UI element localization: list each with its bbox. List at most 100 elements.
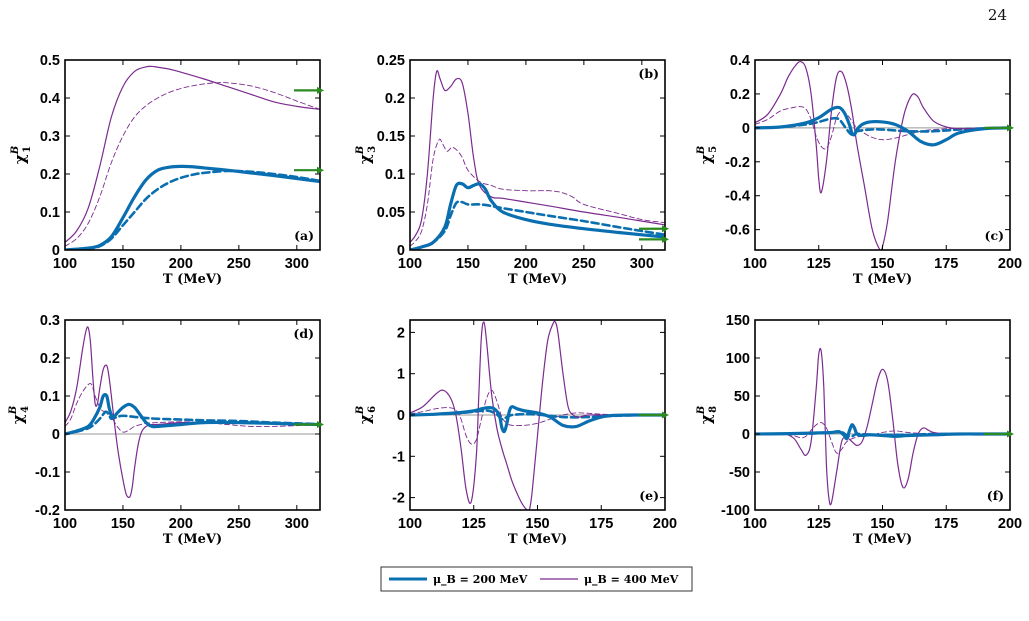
- x-tick-label: 200: [514, 256, 538, 272]
- x-tick-label: 250: [572, 256, 596, 272]
- panel-b: 100 150 200 250 300 0 0.05 0.1 0.15 0.2 0.25 T (MeV…: [355, 53, 669, 287]
- x-tick-label: 150: [456, 256, 480, 272]
- series-line-purple-solid: [65, 326, 320, 499]
- panel-label: (d): [293, 326, 314, 341]
- x-axis-title: T (MeV): [508, 532, 567, 547]
- y-tick-label: 2: [397, 325, 405, 341]
- y-tick-label: 0.4: [40, 91, 60, 107]
- x-tick-label: 150: [870, 516, 894, 532]
- plot-frame: [754, 319, 1011, 511]
- x-tick-label: 100: [53, 256, 77, 272]
- y-axis-title: χB4: [8, 406, 31, 424]
- y-axis-title: χB8: [696, 406, 719, 424]
- x-tick-label: 125: [462, 516, 486, 532]
- x-tick-label: 150: [870, 256, 894, 272]
- legend-label-200: μ_B = 200 MeV: [433, 573, 528, 587]
- y-tick-label: 150: [726, 313, 750, 329]
- y-axis-title: χB1: [10, 146, 33, 164]
- y-axis-title: χB5: [696, 146, 719, 164]
- series-line-purple-dashed: [410, 389, 665, 445]
- x-axis-title: T (MeV): [163, 532, 222, 547]
- x-tick-label: 175: [934, 516, 958, 532]
- y-tick-label: -50: [729, 465, 750, 481]
- panel-e: 100 125 150 175 200 -2 -1 0 1 2 T (MeV) χB6 (e): [355, 319, 677, 547]
- y-tick-label: -0.2: [725, 155, 750, 171]
- y-axis-title: χB6: [355, 406, 378, 424]
- y-tick-label: 0.1: [385, 167, 405, 183]
- panel-c: 100 125 150 175 200 -0.6 -0.4 -0.2 0 0.2 0.4 T (MeV…: [696, 53, 1022, 287]
- plot-frame: [64, 319, 321, 511]
- x-axis-title: T (MeV): [853, 532, 912, 547]
- y-tick-label: -0.4: [725, 189, 750, 205]
- y-tick-label: 0.3: [40, 313, 60, 329]
- series-line-blue-solid: [410, 181, 665, 250]
- series-line-purple-solid: [755, 60, 1010, 250]
- series-line-blue-solid: [755, 423, 1010, 441]
- y-tick-label: 0.25: [377, 53, 405, 69]
- x-tick-label: 300: [630, 256, 654, 272]
- x-tick-label: 100: [743, 516, 767, 532]
- y-axis-title: χB3: [355, 146, 378, 164]
- series-line-purple-solid: [755, 347, 1010, 506]
- y-tick-label: -1: [392, 449, 405, 465]
- x-tick-label: 200: [998, 256, 1022, 272]
- panel-label: (a): [294, 228, 314, 243]
- x-tick-label: 150: [525, 516, 549, 532]
- x-tick-label: 150: [111, 516, 135, 532]
- panel-a: 100 150 200 250 300 0 0.1 0.2 0.3 0.4 0.5 T (MeV) χB…: [10, 53, 324, 287]
- x-tick-label: 100: [398, 256, 422, 272]
- y-tick-label: 0: [397, 243, 405, 259]
- panel-label: (f): [987, 488, 1004, 503]
- y-tick-label: 0: [52, 427, 60, 443]
- x-tick-label: 125: [807, 256, 831, 272]
- y-tick-label: 0: [397, 408, 405, 424]
- series-line-purple-solid: [410, 320, 665, 510]
- y-tick-label: -2: [392, 491, 405, 507]
- y-tick-label: -100: [721, 503, 750, 519]
- legend: μ_B = 200 MeV μ_B = 400 MeV: [380, 566, 693, 592]
- x-tick-label: 150: [111, 256, 135, 272]
- series-line-purple-dashed: [410, 138, 665, 247]
- plot-frame: [754, 59, 1011, 251]
- y-tick-label: -0.1: [35, 465, 60, 481]
- x-tick-label: 250: [227, 256, 251, 272]
- series-line-blue-solid: [65, 164, 320, 250]
- plot-frame: [64, 59, 321, 251]
- y-tick-label: 0: [52, 243, 60, 259]
- y-tick-label: 0.1: [40, 389, 60, 405]
- y-tick-label: 0.2: [40, 167, 60, 183]
- x-tick-label: 300: [285, 256, 309, 272]
- y-tick-label: 1: [397, 367, 405, 383]
- y-tick-label: 0.5: [40, 53, 60, 69]
- x-tick-label: 200: [169, 516, 193, 532]
- x-tick-label: 175: [589, 516, 613, 532]
- y-tick-label: 100: [726, 351, 750, 367]
- x-tick-label: 200: [169, 256, 193, 272]
- series-line-blue-solid: [755, 105, 1010, 147]
- x-tick-label: 125: [807, 516, 831, 532]
- y-tick-label: 0.1: [40, 205, 60, 221]
- x-tick-label: 200: [998, 516, 1022, 532]
- x-tick-label: 100: [53, 516, 77, 532]
- panel-label: (e): [639, 488, 659, 503]
- series-line-purple-dashed: [755, 422, 1010, 454]
- y-tick-label: 0.2: [730, 87, 750, 103]
- series-line-blue-solid: [65, 393, 320, 436]
- y-tick-label: 0.05: [377, 205, 405, 221]
- series-line-purple-solid: [410, 70, 665, 243]
- plot-frame: [409, 59, 666, 251]
- x-axis-title: T (MeV): [163, 272, 222, 287]
- y-tick-label: 0: [742, 121, 750, 137]
- panel-label: (c): [985, 228, 1004, 243]
- series-line-purple-solid: [65, 65, 320, 243]
- y-tick-label: 0.2: [40, 351, 60, 367]
- y-tick-label: -0.2: [35, 503, 60, 519]
- series-line-purple-dashed: [65, 382, 320, 433]
- panel-d: 100 150 200 250 300 -0.2 -0.1 0 0.1 0.2 0.3 T (MeV)…: [8, 313, 324, 547]
- x-tick-label: 175: [934, 256, 958, 272]
- series-line-blue-dashed: [65, 169, 320, 250]
- x-axis-title: T (MeV): [508, 272, 567, 287]
- y-tick-label: 50: [734, 389, 750, 405]
